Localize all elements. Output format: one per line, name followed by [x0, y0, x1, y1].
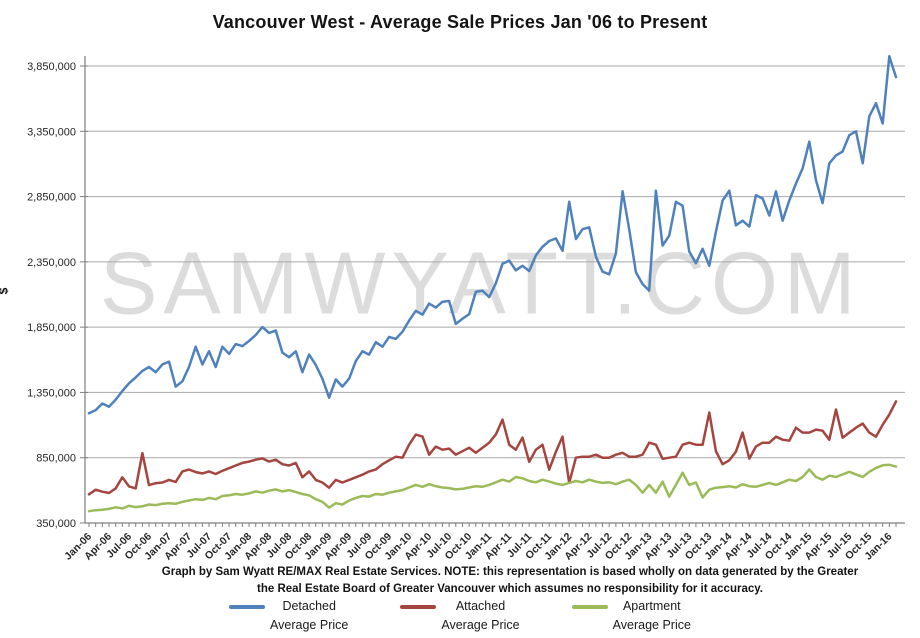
source-caption-line1: Graph by Sam Wyatt RE/MAX Real Estate Se… — [161, 566, 859, 578]
legend-item-attached: Attached Average Price — [400, 597, 520, 636]
legend-sublabel: Average Price — [612, 618, 691, 633]
legend-label: Attached — [455, 599, 506, 613]
svg-text:3,350,000: 3,350,000 — [27, 126, 76, 138]
svg-text:2,850,000: 2,850,000 — [27, 192, 76, 204]
svg-text:850,000: 850,000 — [36, 453, 76, 465]
apartment-line-swatch — [571, 605, 608, 609]
svg-text:2,350,000: 2,350,000 — [27, 257, 76, 269]
legend-item-apartment: Apartment Average Price — [571, 597, 691, 636]
chart-legend: Detached Average Price Attached Average … — [0, 597, 920, 636]
detached-line-swatch — [229, 605, 266, 609]
legend-sublabel: Average Price — [270, 618, 349, 633]
legend-item-detached: Detached Average Price — [229, 597, 348, 636]
attached-line-swatch — [400, 605, 437, 609]
watermark-text: SAMWYATT.COM — [100, 235, 862, 333]
chart-title: Vancouver West - Average Sale Prices Jan… — [212, 12, 708, 32]
y-axis-title: $ — [0, 288, 10, 295]
svg-text:3,850,000: 3,850,000 — [27, 61, 76, 73]
source-caption: Graph by Sam Wyatt RE/MAX Real Estate Se… — [95, 564, 920, 599]
legend-sublabel: Average Price — [441, 618, 520, 633]
svg-text:1,350,000: 1,350,000 — [27, 387, 76, 399]
source-caption-line2: the Real Estate Board of Greater Vancouv… — [257, 583, 763, 596]
svg-text:1,850,000: 1,850,000 — [27, 322, 76, 334]
legend-label: Detached — [282, 599, 336, 613]
svg-text:350,000: 350,000 — [36, 518, 76, 530]
legend-label: Apartment — [622, 599, 681, 613]
